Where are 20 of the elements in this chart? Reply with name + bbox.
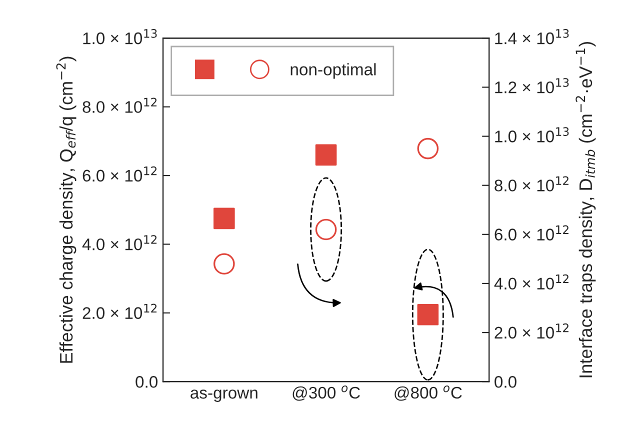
- y-axis-title: Effective charge density, Q$_{eff}$/q (cm$^{−2}$): [56, 56, 76, 363]
- y-tick-label: 8.0 × 10$^{12}$: [82, 98, 157, 113]
- y2-tick-label: 1.2 × 10$^{13}$: [495, 78, 569, 94]
- y-tick-label: 6.0 × 10$^{12}$: [82, 166, 157, 182]
- y-tick-label: 2.0 × 10$^{12}$: [82, 304, 157, 319]
- y-tick-label: 4.0 × 10$^{12}$: [82, 235, 157, 250]
- y2-tick-label: 4.0 × 10$^{12}$: [494, 274, 568, 290]
- y2-tick-label: 0.0: [494, 376, 516, 388]
- legend-label: non-optimal: [290, 63, 376, 79]
- y2-tick-label: 1.0 × 10$^{13}$: [495, 127, 569, 142]
- y2-axis-title: Interface traps density, D$_{itmb}$ (cm$^{−2}$·eV$^{−1}$): [576, 42, 596, 378]
- x-tick-label: @800 $^{o}$C: [394, 386, 462, 401]
- x-tick-label: as-grown: [190, 390, 258, 402]
- y2-tick-label: 8.0 × 10$^{12}$: [494, 176, 568, 192]
- y-tick-label: 0.0: [136, 376, 158, 388]
- y2-tick-label: 1.4 × 10$^{13}$: [495, 29, 569, 44]
- y2-tick-label: 6.0 × 10$^{12}$: [494, 225, 568, 240]
- x-tick-label: @300 $^{o}$C: [292, 386, 360, 401]
- y-tick-label: 1.0 × 10$^{13}$: [83, 29, 157, 44]
- y2-tick-label: 2.0 × 10$^{12}$: [494, 323, 568, 339]
